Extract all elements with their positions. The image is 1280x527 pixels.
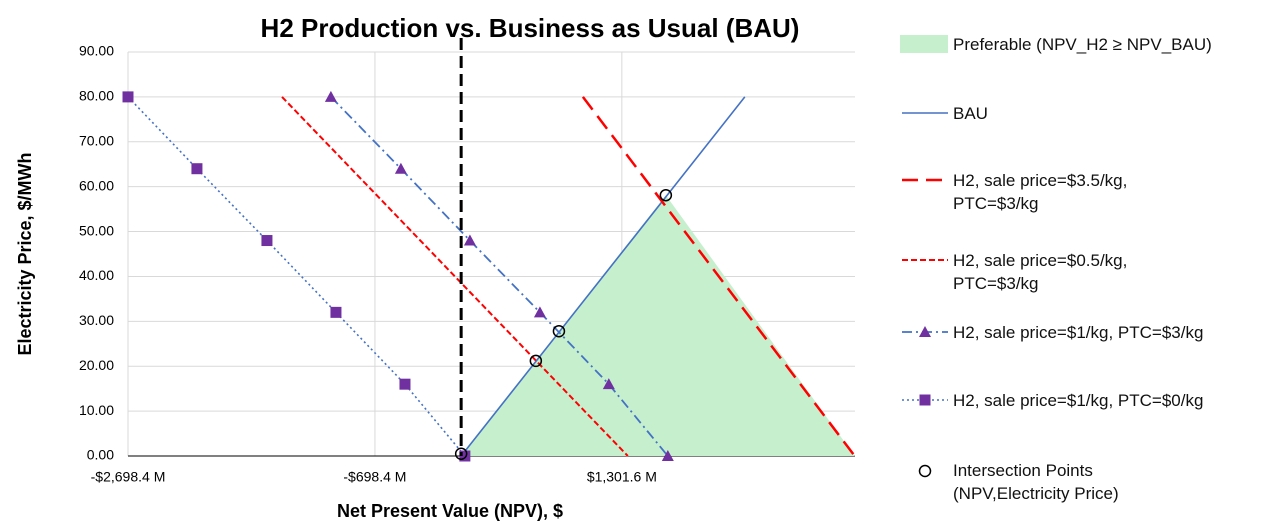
y-tick-label: 50.00 [79,222,114,238]
marker [459,450,471,462]
marker [661,450,674,461]
legend-label: BAU [953,103,988,123]
y-tick-label: 0.00 [87,447,114,463]
y-axis-label: Electricity Price, $/MWh [15,152,35,355]
area [461,195,855,456]
marker [330,306,342,318]
y-tick-label: 30.00 [79,312,114,328]
legend-symbols [900,35,948,478]
line [281,96,629,457]
line [330,96,669,457]
marker [919,394,931,406]
marker [454,447,468,461]
legend-label: Preferable (NPV_H2 ≥ NPV_BAU) [953,34,1212,54]
y-tick-label: 60.00 [79,177,114,193]
y-tick-label: 80.00 [79,88,114,104]
marker [324,90,337,102]
plot-area [122,38,856,462]
legend-label: H2, sale price=$1/kg, PTC=$0/kg [953,390,1204,410]
marker [552,324,566,338]
legend-label: H2, sale price=$3.5/kg, PTC=$3/kg [953,170,1128,213]
grid [127,51,855,457]
chart-title: H2 Production vs. Business as Usual (BAU… [261,13,800,43]
marker [399,378,411,390]
line [581,96,856,457]
marker [261,235,273,247]
x-tick-label: -$2,698.4 M [91,469,166,485]
marker [394,162,407,174]
marker [529,354,543,368]
marker [918,464,932,478]
y-tick-label: 90.00 [79,43,114,59]
marker [191,163,203,175]
line [460,96,746,457]
y-tick-label: 10.00 [79,402,114,418]
y-tick-label: 40.00 [79,267,114,283]
legend-label: H2, sale price=$0.5/kg, PTC=$3/kg [953,250,1128,293]
x-tick-label: -$698.4 M [343,469,406,485]
marker [919,326,931,337]
legend-swatch [900,35,948,53]
legend-label: H2, sale price=$1/kg, PTC=$3/kg [953,322,1204,342]
marker [659,188,673,202]
y-tick-label: 20.00 [79,357,114,373]
y-tick-label: 70.00 [79,132,114,148]
x-axis-label: Net Present Value (NPV), $ [337,501,563,521]
x-tick-label: $1,301.6 M [587,469,657,485]
legend-label: Intersection Points (NPV,Electricity Pri… [953,461,1119,503]
marker [122,91,134,103]
marker [463,234,476,246]
marker [602,378,615,390]
marker [533,306,546,318]
